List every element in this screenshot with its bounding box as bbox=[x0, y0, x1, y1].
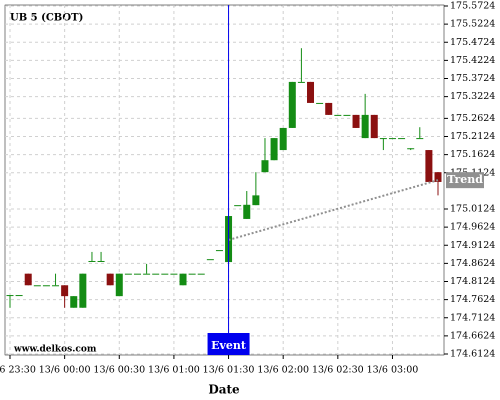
candle-body bbox=[79, 273, 87, 308]
candle-body bbox=[170, 273, 178, 275]
y-tick-label: 174.8624 bbox=[450, 258, 495, 269]
candle-body bbox=[115, 273, 123, 297]
candle-body bbox=[24, 273, 32, 286]
x-tick-label: 13/6 02:30 bbox=[312, 365, 364, 376]
candle-body bbox=[261, 160, 269, 173]
trend-line bbox=[228, 179, 439, 241]
candle-body bbox=[143, 273, 151, 275]
candle-body bbox=[215, 250, 223, 252]
y-tick-label: 175.3724 bbox=[450, 73, 495, 84]
y-tick-label: 175.2124 bbox=[450, 131, 495, 142]
chart-title: UB 5 (CBOT) bbox=[10, 13, 83, 24]
candle-body bbox=[288, 81, 296, 128]
candle-body bbox=[124, 273, 132, 275]
candle-body bbox=[425, 150, 433, 182]
x-tick-label: 13/6 01:30 bbox=[203, 365, 255, 376]
candle-body bbox=[307, 81, 315, 103]
candle-body bbox=[42, 285, 50, 287]
candle-body bbox=[316, 102, 324, 104]
candle-body bbox=[6, 295, 14, 297]
candle-body bbox=[52, 285, 60, 287]
y-tick-label: 174.8124 bbox=[450, 276, 495, 287]
y-tick-label: 175.1624 bbox=[450, 149, 495, 160]
candle-body bbox=[297, 81, 305, 83]
x-tick-label: 13/6 00:30 bbox=[93, 365, 145, 376]
candle-body bbox=[416, 138, 424, 140]
candle-body bbox=[161, 273, 169, 275]
candle-body bbox=[88, 260, 96, 262]
candle-body bbox=[179, 273, 187, 286]
candle-body bbox=[61, 285, 69, 297]
y-tick-label: 175.5224 bbox=[450, 19, 495, 30]
candle-body bbox=[106, 273, 114, 286]
candle-body bbox=[188, 273, 196, 275]
x-tick-label: 13/6 03:00 bbox=[367, 365, 419, 376]
candle-body bbox=[70, 296, 78, 308]
trend-label: Trend bbox=[447, 173, 483, 186]
candle-body bbox=[325, 102, 333, 115]
y-tick-label: 175.4724 bbox=[450, 37, 495, 48]
candle-body bbox=[97, 260, 105, 262]
y-tick-label: 174.6124 bbox=[450, 349, 495, 360]
candle-body bbox=[234, 205, 242, 207]
y-tick-label: 174.7624 bbox=[450, 294, 495, 305]
event-label-box bbox=[207, 333, 250, 355]
y-tick-label: 174.9624 bbox=[450, 222, 495, 233]
x-axis-title: Date bbox=[208, 383, 240, 397]
candle-body bbox=[206, 259, 214, 261]
event-label: Event bbox=[211, 339, 247, 352]
candle-body bbox=[352, 114, 360, 128]
candle-body bbox=[133, 273, 141, 275]
y-tick-label: 174.7124 bbox=[450, 312, 495, 323]
x-tick-label: 13/6 00:00 bbox=[39, 365, 91, 376]
y-tick-label: 175.3224 bbox=[450, 91, 495, 102]
candle-body bbox=[334, 114, 342, 116]
candle-body bbox=[243, 204, 251, 219]
candle-body bbox=[361, 114, 369, 139]
candle-body bbox=[15, 295, 23, 297]
y-tick-label: 175.5724 bbox=[450, 1, 495, 12]
candle-body bbox=[398, 138, 406, 140]
y-tick-label: 175.2624 bbox=[450, 113, 495, 124]
candle-body bbox=[388, 138, 396, 140]
y-tick-label: 175.4224 bbox=[450, 55, 495, 66]
candle-body bbox=[279, 127, 287, 151]
trend-label-box bbox=[446, 172, 484, 189]
y-tick-label: 174.9124 bbox=[450, 240, 495, 251]
candle-body bbox=[379, 138, 387, 140]
candle-body bbox=[197, 273, 205, 275]
y-tick-label: 174.6624 bbox=[450, 330, 495, 341]
candle-body bbox=[434, 172, 442, 182]
candle-body bbox=[343, 114, 351, 116]
candle-body bbox=[33, 285, 41, 287]
candle-body bbox=[370, 114, 378, 139]
watermark: www.delkos.com bbox=[13, 345, 97, 355]
y-tick-label: 175.0124 bbox=[450, 204, 495, 215]
candle-body bbox=[152, 273, 160, 275]
x-tick-label: 13/6 01:00 bbox=[148, 365, 200, 376]
x-tick-label: 13/6 23:30 bbox=[0, 365, 36, 376]
x-tick-label: 13/6 02:00 bbox=[257, 365, 309, 376]
candle-body bbox=[407, 148, 415, 150]
candle-body bbox=[270, 138, 278, 161]
candle-body bbox=[252, 195, 260, 206]
